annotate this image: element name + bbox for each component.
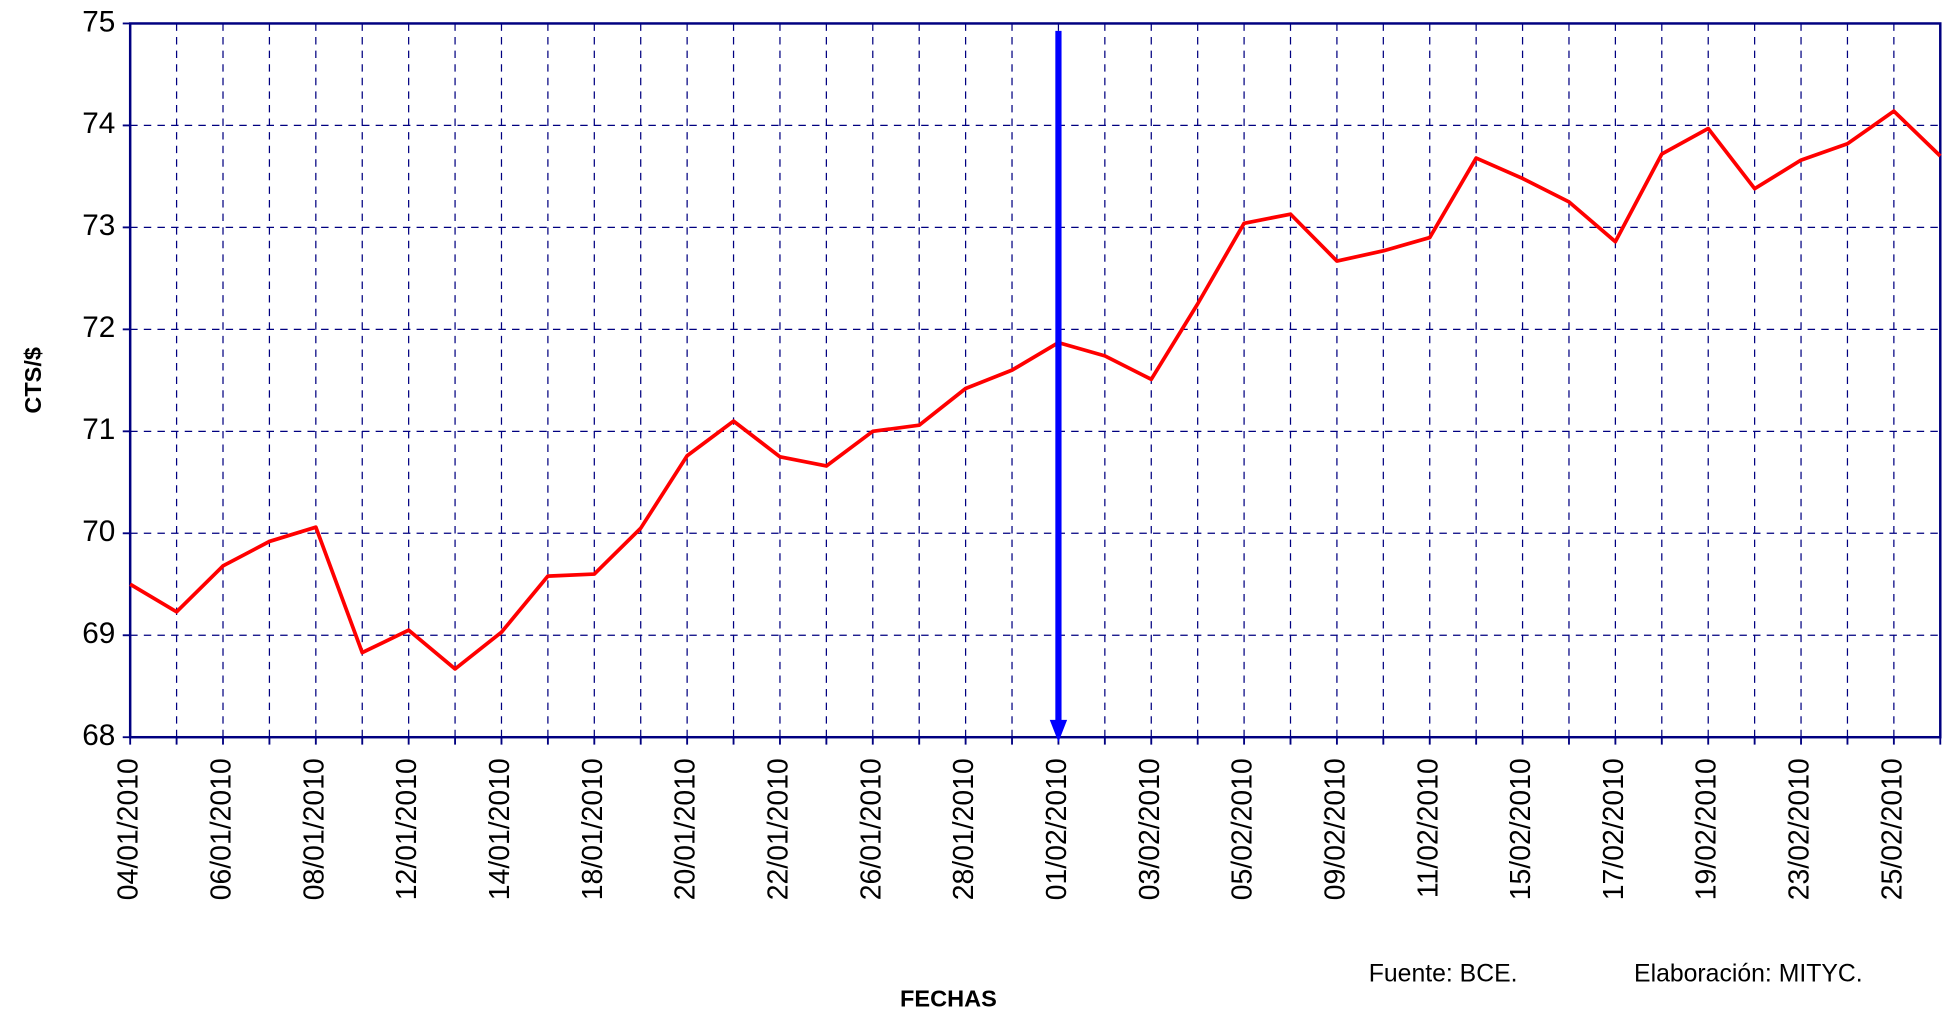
x-tick-label: 20/01/2010 bbox=[670, 758, 702, 900]
data-line bbox=[129, 109, 1942, 671]
x-tick-label: 11/02/2010 bbox=[1412, 758, 1444, 898]
x-tick-label: 01/02/2010 bbox=[1041, 758, 1073, 900]
y-tick-label: 73 bbox=[82, 209, 115, 242]
x-tick-label: 15/02/2010 bbox=[1505, 758, 1537, 900]
x-tick-label: 09/02/2010 bbox=[1319, 758, 1351, 900]
credit-note: Elaboración: MITYC. bbox=[1634, 961, 1863, 988]
y-tick-label: 68 bbox=[82, 719, 115, 752]
x-tick-label: 05/02/2010 bbox=[1227, 758, 1259, 900]
x-tick-label: 14/01/2010 bbox=[484, 758, 516, 900]
x-tick-label: 22/01/2010 bbox=[762, 758, 794, 900]
x-tick-label: 12/01/2010 bbox=[391, 758, 423, 900]
marker-arrowhead bbox=[1049, 719, 1068, 743]
x-tick-label: 08/01/2010 bbox=[298, 758, 330, 900]
y-tick-label: 69 bbox=[82, 617, 115, 650]
y-tick-label: 75 bbox=[82, 5, 115, 38]
y-tick-label: 70 bbox=[82, 515, 115, 548]
x-tick-label: 18/01/2010 bbox=[577, 758, 609, 900]
x-axis-label: FECHAS bbox=[900, 985, 997, 1011]
x-tick-label: 25/02/2010 bbox=[1876, 758, 1908, 900]
y-tick-label: 74 bbox=[82, 107, 115, 140]
x-tick-label: 04/01/2010 bbox=[113, 758, 145, 900]
x-tick-label: 19/02/2010 bbox=[1691, 758, 1723, 900]
y-tick-label: 71 bbox=[82, 413, 115, 446]
y-tick-label: 72 bbox=[82, 311, 115, 344]
x-tick-label: 17/02/2010 bbox=[1598, 758, 1630, 900]
x-tick-label: 06/01/2010 bbox=[205, 758, 237, 900]
y-axis-label: CTS/$ bbox=[20, 347, 46, 413]
source-note: Fuente: BCE. bbox=[1369, 961, 1518, 988]
x-tick-label: 26/01/2010 bbox=[855, 758, 887, 900]
x-tick-label: 03/02/2010 bbox=[1134, 758, 1166, 900]
x-tick-label: 28/01/2010 bbox=[948, 758, 980, 900]
x-tick-label: 23/02/2010 bbox=[1784, 758, 1816, 900]
plot-frame bbox=[128, 22, 1942, 739]
